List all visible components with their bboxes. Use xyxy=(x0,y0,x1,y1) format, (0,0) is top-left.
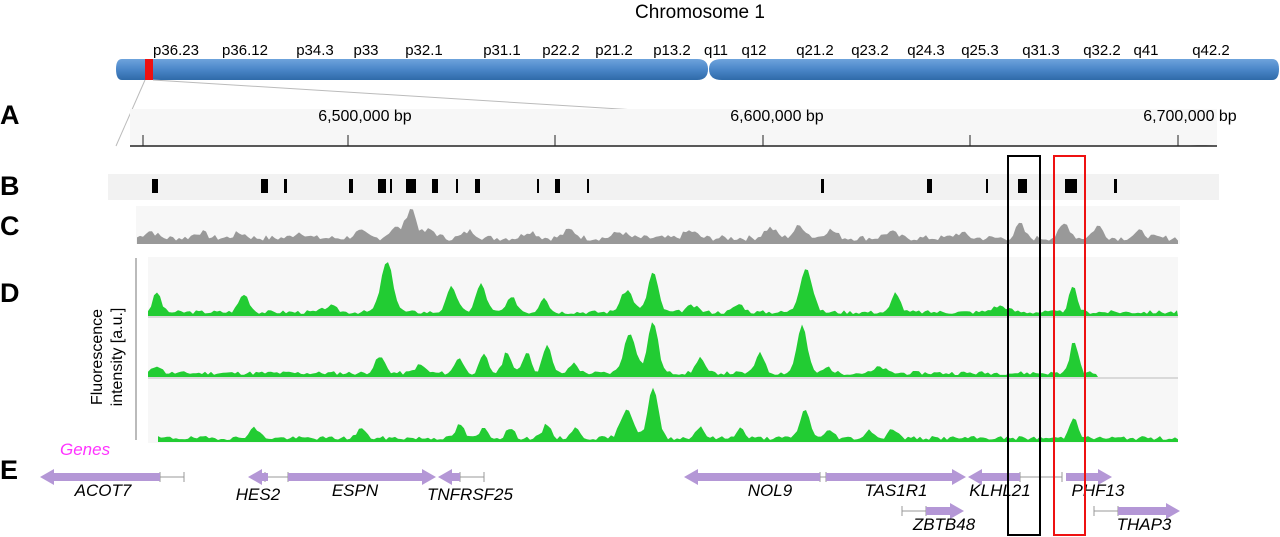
gene-label-espn: ESPN xyxy=(332,481,379,500)
fluorescence-track-2 xyxy=(148,322,1098,377)
highlight-box-black xyxy=(1007,155,1041,536)
fluorescence-ylabel-line2: intensity [a.u.] xyxy=(109,308,126,407)
gene-label-thap3: THAP3 xyxy=(1117,515,1172,534)
axis-background xyxy=(130,109,1217,145)
feature-mark xyxy=(349,179,353,193)
band-label: q24.3 xyxy=(907,42,945,59)
feature-mark xyxy=(261,179,268,193)
feature-marks xyxy=(152,179,1117,193)
band-label: q25.3 xyxy=(961,42,999,59)
fluorescence-track-1 xyxy=(148,262,1178,316)
feature-mark xyxy=(475,179,480,193)
band-label: p32.1 xyxy=(405,42,443,59)
feature-mark xyxy=(1114,179,1117,193)
feature-mark xyxy=(456,179,458,193)
band-label: q11 xyxy=(704,42,728,59)
band-label: p36.23 xyxy=(153,42,199,59)
axis-tick-label: 6,700,000 bp xyxy=(1143,108,1237,125)
gene-label-klhl21: KLHL21 xyxy=(969,481,1030,500)
feature-mark xyxy=(555,179,560,193)
coordinate-axis: 6,500,000 bp 6,600,000 bp 6,700,000 bp xyxy=(130,108,1237,147)
band-label: q31.3 xyxy=(1022,42,1060,59)
feature-track xyxy=(108,174,1219,200)
gene-label-nol9: NOL9 xyxy=(748,481,793,500)
feature-mark xyxy=(378,179,386,193)
gene-arrow xyxy=(438,469,460,485)
feature-mark xyxy=(1018,179,1027,193)
gene-arrow xyxy=(1066,469,1112,485)
axis-tick-label: 6,600,000 bp xyxy=(730,108,824,125)
gene-arrow xyxy=(684,469,820,485)
feature-track-background xyxy=(108,174,1219,200)
gene-label-acot7: ACOT7 xyxy=(74,481,132,500)
chromosome-q-arm xyxy=(709,59,1279,80)
fluorescence-ylabel-line1: Fluorescence xyxy=(89,309,106,405)
fluorescence-track-3 xyxy=(158,387,1178,442)
feature-mark xyxy=(587,179,589,193)
band-label: q32.2 xyxy=(1083,42,1121,59)
gene-arrow xyxy=(40,469,160,485)
gene-arrow xyxy=(926,503,964,519)
panel-letter-e: E xyxy=(0,455,18,485)
band-label: q23.2 xyxy=(851,42,889,59)
panel-letter-d: D xyxy=(0,278,20,308)
feature-mark xyxy=(821,179,824,193)
gene-label-phf13: PHF13 xyxy=(1072,481,1125,500)
band-labels: p36.23 p36.12 p34.3 p33 p32.1 p31.1 p22.… xyxy=(153,42,1230,59)
feature-mark xyxy=(390,179,392,193)
gene-track: Genes ACOT7 HES2 ESPN TNFRSF25 NOL9 TAS1… xyxy=(40,440,1180,534)
band-label: p34.3 xyxy=(296,42,334,59)
band-label: q42.2 xyxy=(1192,42,1230,59)
panel-letter-b: B xyxy=(0,171,20,201)
feature-mark xyxy=(284,179,287,193)
fluorescence-tracks: Fluorescence intensity [a.u.] xyxy=(89,257,1178,443)
band-label: p33 xyxy=(353,42,378,59)
conservation-track xyxy=(136,206,1180,244)
feature-mark xyxy=(406,179,416,193)
feature-mark xyxy=(432,179,438,193)
gene-label-tas1r1: TAS1R1 xyxy=(865,481,928,500)
feature-mark xyxy=(1065,179,1077,193)
region-marker xyxy=(145,59,153,80)
chromosome-title: Chromosome 1 xyxy=(635,2,765,23)
axis-tick-label: 6,500,000 bp xyxy=(318,108,412,125)
gene-arrow xyxy=(826,469,966,485)
chromosome-ideogram xyxy=(116,59,1279,80)
panel-letter-c: C xyxy=(0,211,20,241)
band-label: p36.12 xyxy=(222,42,268,59)
band-label: q12 xyxy=(741,42,766,59)
gene-label-hes2: HES2 xyxy=(236,485,281,504)
band-label: p22.2 xyxy=(542,42,580,59)
gene-arrow xyxy=(288,469,436,485)
gene-label-tnfrsf25: TNFRSF25 xyxy=(427,485,514,504)
conservation-profile xyxy=(137,209,1178,244)
fluorescence-background xyxy=(148,257,1178,443)
highlight-box-red xyxy=(1053,155,1086,536)
genes-title: Genes xyxy=(60,440,111,459)
band-label: q41 xyxy=(1133,42,1158,59)
gene-arrows xyxy=(40,469,1180,519)
feature-mark xyxy=(152,179,158,193)
band-label: q21.2 xyxy=(796,42,834,59)
band-label: p13.2 xyxy=(653,42,691,59)
panel-letter-a: A xyxy=(0,100,20,130)
feature-mark xyxy=(927,179,932,193)
band-label: p31.1 xyxy=(483,42,521,59)
gene-label-zbtb48: ZBTB48 xyxy=(912,515,976,534)
feature-mark xyxy=(537,179,539,193)
feature-mark xyxy=(986,179,988,193)
band-label: p21.2 xyxy=(595,42,633,59)
gene-arrow xyxy=(1118,503,1180,519)
chromosome-p-arm xyxy=(116,59,708,80)
gene-arrow xyxy=(248,469,268,485)
